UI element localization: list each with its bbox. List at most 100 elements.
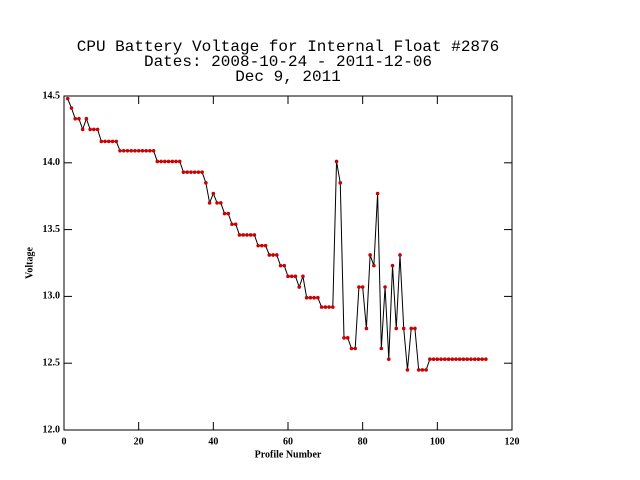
data-point (84, 116, 89, 121)
x-tick-label: 120 (505, 436, 520, 447)
data-point (323, 305, 328, 309)
data-point (136, 148, 141, 153)
y-tick-label: 13.5 (43, 224, 61, 235)
data-point (293, 274, 298, 279)
data-point (319, 305, 324, 309)
data-line (67, 98, 486, 371)
data-point (170, 159, 175, 164)
data-point (267, 253, 272, 257)
data-point (211, 191, 216, 196)
data-point (215, 201, 219, 205)
data-point (163, 159, 167, 164)
data-point (405, 368, 410, 372)
chart-date: Dec 9, 2011 (235, 68, 341, 86)
data-point (252, 233, 257, 237)
y-tick-label: 12.0 (43, 424, 61, 435)
data-point (286, 274, 290, 279)
data-point (394, 326, 399, 331)
data-point (192, 170, 197, 174)
data-point (204, 181, 208, 185)
data-point (342, 336, 346, 340)
data-point (99, 139, 104, 144)
data-point (77, 116, 81, 121)
data-point (304, 295, 309, 300)
data-point (151, 148, 156, 153)
data-point (80, 127, 85, 132)
data-point (140, 148, 145, 153)
data-point (484, 357, 488, 361)
data-point (103, 139, 107, 144)
data-point (372, 263, 376, 268)
data-point (297, 285, 302, 289)
data-point (383, 285, 387, 289)
data-point (476, 357, 481, 361)
data-point (271, 253, 275, 257)
data-point (480, 357, 484, 361)
y-tick-label: 14.5 (43, 90, 61, 101)
data-point (226, 211, 231, 216)
data-point (368, 253, 372, 257)
data-point (222, 211, 227, 216)
data-point (416, 368, 421, 372)
data-point (345, 336, 350, 340)
data-point (181, 170, 186, 174)
data-point (95, 127, 100, 132)
data-point (230, 222, 234, 227)
data-point (166, 159, 171, 164)
data-point (69, 106, 74, 110)
data-point (189, 170, 193, 174)
data-point (185, 170, 189, 174)
data-point (237, 233, 242, 237)
data-point (390, 263, 395, 268)
data-point (472, 357, 477, 361)
data-point (133, 148, 137, 153)
data-point (73, 116, 77, 121)
data-point (245, 233, 249, 237)
data-point (308, 295, 313, 300)
data-point (196, 170, 201, 174)
data-point (338, 181, 343, 185)
data-point (88, 127, 92, 132)
data-point (121, 148, 126, 153)
data-point (110, 139, 115, 144)
x-axis-label: Profile Number (255, 449, 322, 460)
x-tick-label: 20 (134, 436, 144, 447)
x-tick-label: 100 (430, 436, 445, 447)
data-point (360, 285, 365, 289)
data-point (443, 357, 447, 361)
data-point (248, 233, 253, 237)
data-point (144, 148, 148, 153)
data-point (469, 357, 473, 361)
data-point (159, 159, 163, 164)
data-point (461, 357, 466, 361)
data-point (107, 139, 111, 144)
data-point (435, 357, 440, 361)
chart-subtitle: Dates: 2008-10-24 - 2011-12-06 (144, 53, 432, 71)
y-tick-label: 13.0 (43, 291, 61, 302)
data-point (446, 357, 451, 361)
data-point (439, 357, 443, 361)
data-point (125, 148, 130, 153)
x-tick-label: 40 (208, 436, 218, 447)
data-point (177, 159, 182, 164)
data-point (334, 159, 339, 164)
data-point (331, 305, 335, 309)
data-point (428, 357, 432, 361)
data-point (174, 159, 178, 164)
data-point (114, 139, 119, 144)
data-point (219, 201, 223, 205)
y-axis-label: Voltage (24, 247, 35, 279)
data-point (65, 96, 70, 101)
y-tick-label: 14.0 (43, 157, 61, 168)
x-tick-label: 0 (62, 436, 67, 447)
data-point (92, 127, 96, 132)
data-point (241, 233, 245, 237)
data-point (357, 285, 361, 289)
data-point (278, 263, 283, 268)
x-tick-label: 60 (283, 436, 293, 447)
data-point (256, 243, 260, 248)
data-point (375, 191, 380, 196)
data-point (364, 326, 369, 331)
data-point (349, 346, 354, 351)
